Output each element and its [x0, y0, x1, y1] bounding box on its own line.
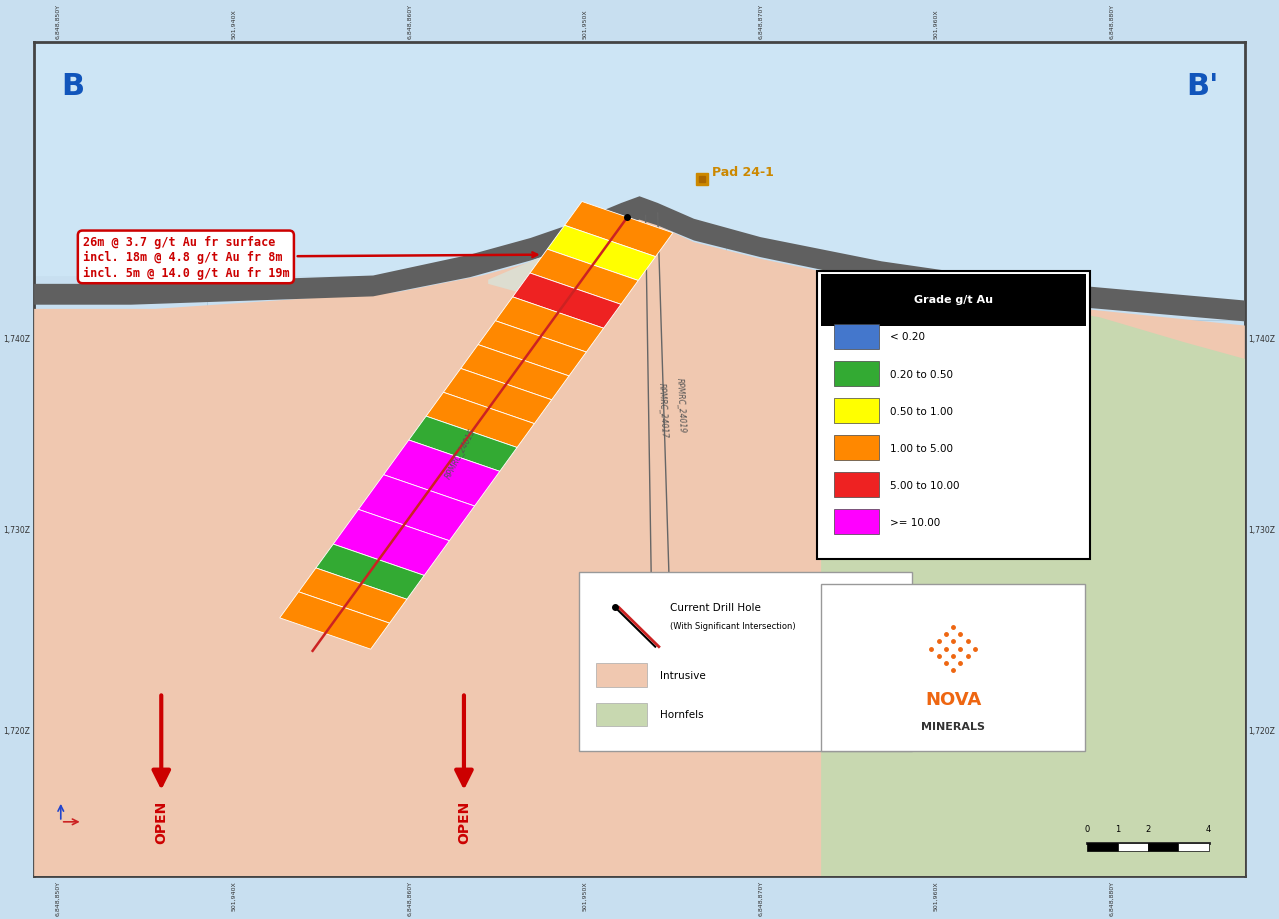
Polygon shape	[280, 592, 390, 650]
Polygon shape	[495, 298, 604, 353]
FancyBboxPatch shape	[817, 272, 1090, 560]
Text: 2: 2	[1146, 823, 1151, 833]
Text: Hornfels: Hornfels	[660, 709, 703, 720]
Text: 6,848,850Y: 6,848,850Y	[56, 4, 61, 39]
Text: Pad 24-1: Pad 24-1	[712, 166, 774, 179]
Text: RPMRC_24019: RPMRC_24019	[675, 378, 688, 433]
Text: NOVA: NOVA	[925, 690, 981, 709]
Text: Intrusive: Intrusive	[660, 670, 706, 680]
Text: 6,848,870Y: 6,848,870Y	[758, 4, 764, 39]
Text: OPEN: OPEN	[457, 800, 471, 844]
FancyBboxPatch shape	[834, 361, 879, 387]
Text: 501,950X: 501,950X	[582, 880, 587, 910]
Text: < 0.20: < 0.20	[890, 332, 925, 342]
Text: (With Significant Intersection): (With Significant Intersection)	[670, 621, 796, 630]
Text: 26m @ 3.7 g/t Au fr surface
incl. 18m @ 4.8 g/t Au fr 8m
incl. 5m @ 14.0 g/t Au : 26m @ 3.7 g/t Au fr surface incl. 18m @ …	[83, 236, 537, 279]
Text: RPMRC_24017: RPMRC_24017	[657, 381, 670, 437]
Text: 6,848,860Y: 6,848,860Y	[407, 4, 412, 39]
Polygon shape	[547, 226, 656, 281]
Text: 1,720Z: 1,720Z	[1248, 726, 1275, 735]
Text: 6,848,870Y: 6,848,870Y	[758, 880, 764, 915]
Polygon shape	[316, 544, 425, 599]
FancyBboxPatch shape	[834, 510, 879, 535]
Polygon shape	[384, 440, 500, 506]
Text: 6,848,860Y: 6,848,860Y	[407, 880, 412, 915]
Text: 1,730Z: 1,730Z	[1248, 526, 1275, 535]
Text: 6,848,880Y: 6,848,880Y	[1109, 880, 1114, 915]
Polygon shape	[530, 250, 638, 305]
Text: 1: 1	[1115, 823, 1120, 833]
Polygon shape	[35, 197, 1244, 322]
Text: 1,740Z: 1,740Z	[1248, 335, 1275, 343]
Text: 501,940X: 501,940X	[231, 9, 237, 39]
Text: Grade g/t Au: Grade g/t Au	[914, 294, 994, 304]
FancyBboxPatch shape	[596, 664, 647, 687]
Polygon shape	[426, 392, 535, 448]
FancyBboxPatch shape	[1149, 843, 1178, 851]
Polygon shape	[444, 369, 551, 425]
FancyBboxPatch shape	[834, 399, 879, 424]
Polygon shape	[334, 510, 449, 576]
Text: 6,848,880Y: 6,848,880Y	[1109, 4, 1114, 39]
Polygon shape	[35, 218, 1244, 876]
Text: B': B'	[1186, 72, 1218, 101]
Text: 5.00 to 10.00: 5.00 to 10.00	[890, 481, 959, 491]
Text: 1,730Z: 1,730Z	[4, 526, 31, 535]
FancyBboxPatch shape	[821, 275, 1086, 326]
Text: 0.50 to 1.00: 0.50 to 1.00	[890, 406, 953, 416]
Text: Current Drill Hole: Current Drill Hole	[670, 603, 761, 613]
Text: 501,940X: 501,940X	[231, 880, 237, 910]
Polygon shape	[460, 346, 569, 401]
Polygon shape	[478, 322, 586, 377]
Text: 0: 0	[1085, 823, 1090, 833]
FancyBboxPatch shape	[1118, 843, 1149, 851]
FancyBboxPatch shape	[834, 436, 879, 460]
Text: 0.20 to 0.50: 0.20 to 0.50	[890, 369, 953, 380]
Text: 1,740Z: 1,740Z	[4, 335, 31, 343]
Text: RPMRC_24015: RPMRC_24015	[444, 426, 477, 480]
FancyBboxPatch shape	[1178, 843, 1209, 851]
Text: MINERALS: MINERALS	[921, 721, 985, 732]
FancyBboxPatch shape	[834, 324, 879, 349]
Polygon shape	[35, 43, 1244, 310]
Text: 1.00 to 5.00: 1.00 to 5.00	[890, 443, 953, 453]
FancyBboxPatch shape	[579, 572, 912, 751]
Polygon shape	[298, 568, 407, 623]
FancyBboxPatch shape	[821, 584, 1085, 751]
Text: 1,720Z: 1,720Z	[4, 726, 31, 735]
Text: 501,950X: 501,950X	[582, 9, 587, 39]
FancyBboxPatch shape	[834, 473, 879, 498]
Text: 501,960X: 501,960X	[934, 9, 939, 39]
Polygon shape	[409, 416, 517, 471]
Polygon shape	[513, 274, 620, 329]
Text: OPEN: OPEN	[155, 800, 169, 844]
Polygon shape	[564, 202, 673, 257]
Polygon shape	[821, 267, 1244, 876]
Polygon shape	[489, 247, 591, 293]
Text: B: B	[61, 72, 84, 101]
Polygon shape	[358, 475, 475, 541]
Text: >= 10.00: >= 10.00	[890, 517, 940, 528]
Text: 6,848,850Y: 6,848,850Y	[56, 880, 61, 915]
Text: 4: 4	[1206, 823, 1211, 833]
Text: 501,960X: 501,960X	[934, 880, 939, 910]
FancyBboxPatch shape	[596, 703, 647, 726]
FancyBboxPatch shape	[1087, 843, 1118, 851]
